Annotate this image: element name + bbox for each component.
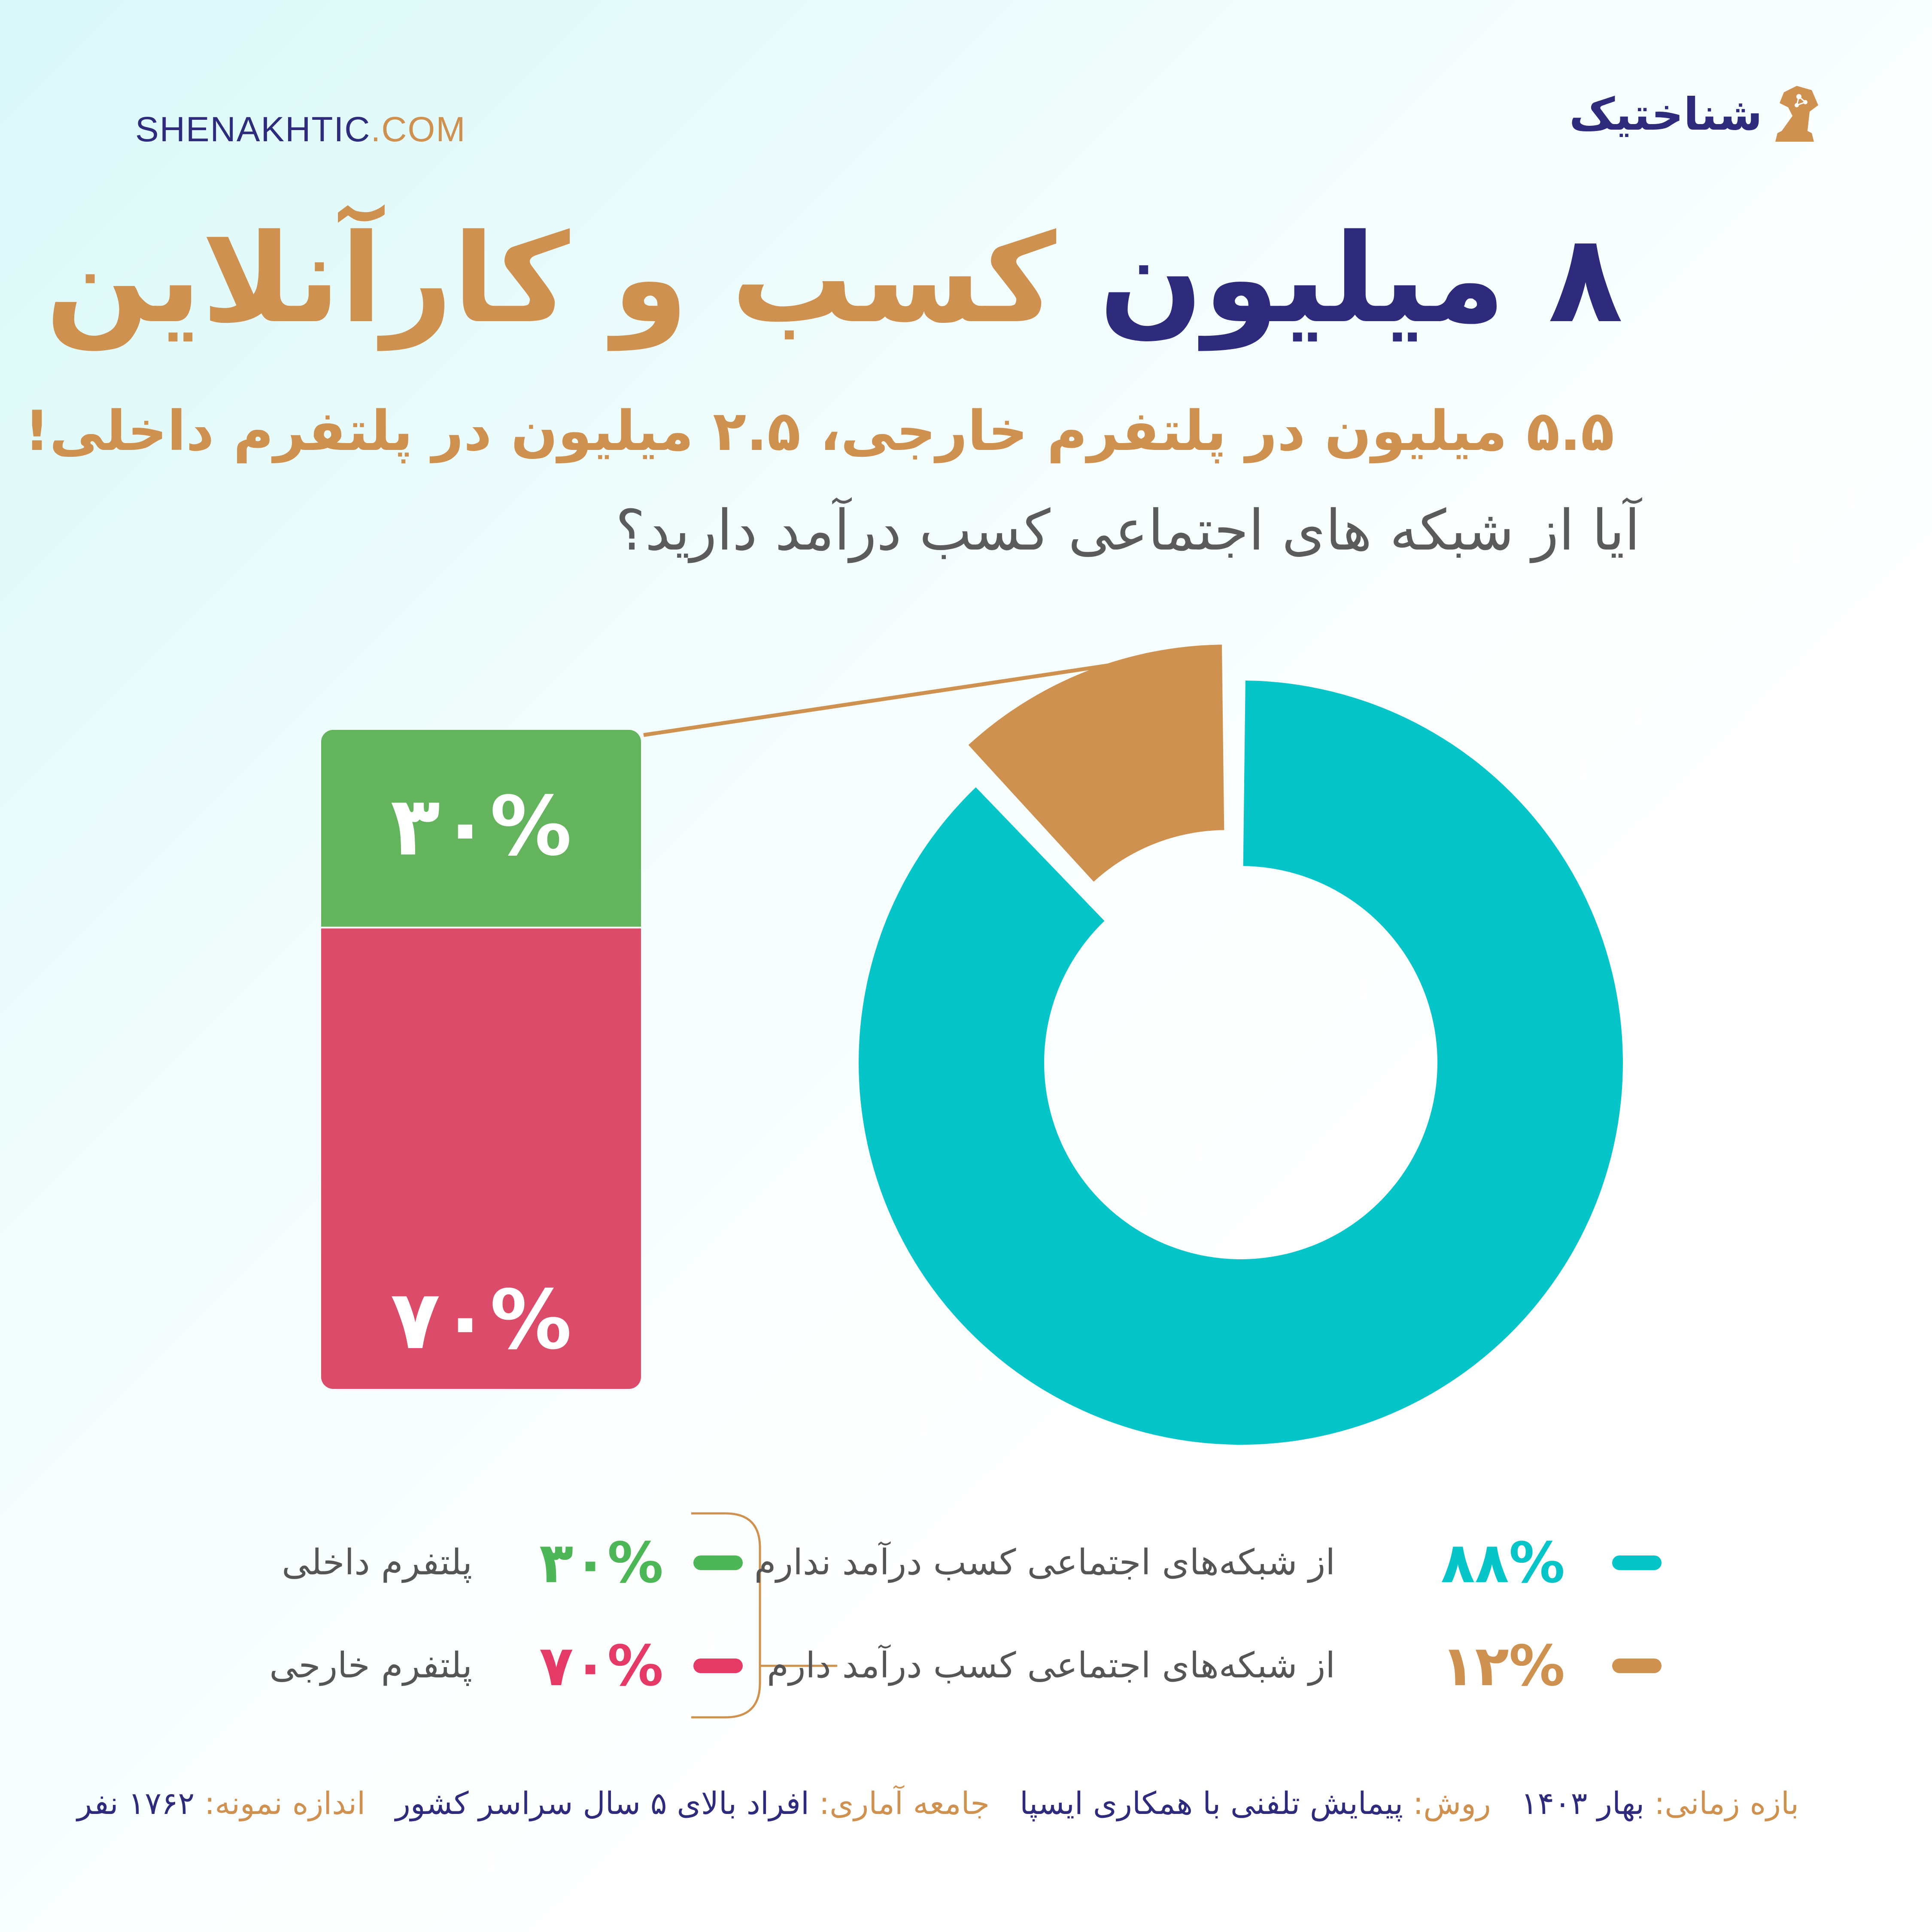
subtitle: ۵.۵ میلیون در پلتفرم خارجی، ۲.۵ میلیون د… xyxy=(24,399,1614,463)
donut-slice xyxy=(859,680,1623,1445)
legend-pct: ۸۸% xyxy=(1441,1530,1565,1595)
legend-bracket xyxy=(691,1512,761,1719)
footer-value: افراد بالای ۵ سال سراسر کشور xyxy=(395,1785,809,1821)
legend-pct: ۷۰% xyxy=(539,1633,663,1698)
footer-meta: بازه زمانی: بهار ۱۴۰۳ روش: پیمایش تلفنی ب… xyxy=(77,1777,1799,1829)
footer-value: پیمایش تلفنی با همکاری ایسپا xyxy=(1020,1785,1403,1821)
legend-pct: ۱۲% xyxy=(1441,1633,1565,1698)
bar-segment xyxy=(321,927,641,1389)
legend-item-has-income: ۱۲% از شبکه‌های اجتماعی کسب درآمد دارم xyxy=(767,1629,1662,1702)
site-url-main: SHENAKHTIC xyxy=(135,110,371,149)
red-dash-icon xyxy=(693,1659,743,1673)
legend-item-domestic: ۳۰% پلتفرم داخلی xyxy=(282,1526,743,1599)
title-rest: کسب و کارآنلاین xyxy=(45,208,1057,350)
donut-chart xyxy=(859,644,1623,1445)
bar-segment-label: ۳۰% xyxy=(390,779,571,874)
legend-label: از شبکه‌های اجتماعی کسب درآمد ندارم xyxy=(754,1542,1335,1583)
legend-label: پلتفرم داخلی xyxy=(282,1542,472,1583)
donut-slice xyxy=(968,644,1224,882)
bar-segment-label: ۷۰% xyxy=(390,1273,571,1367)
title-number: ۸ میلیون xyxy=(1099,208,1623,350)
bar-segment xyxy=(321,730,641,928)
footer-key: اندازه نمونه: xyxy=(204,1785,366,1821)
page-title: ۸ میلیون کسب و کارآنلاین xyxy=(46,202,1623,356)
footer-key: روش: xyxy=(1413,1785,1491,1821)
teal-dash-icon xyxy=(1612,1555,1662,1570)
legend-pct: ۳۰% xyxy=(539,1530,663,1595)
footer-value: ۱۷۶۲ نفر xyxy=(77,1785,195,1821)
legend-item-foreign: ۷۰% پلتفرم خارجی xyxy=(269,1629,743,1702)
brand-logo: شناختیک xyxy=(1569,79,1823,152)
stacked-bar-chart: ۳۰% ۷۰% xyxy=(321,730,641,1389)
footer-key: جامعه آماری: xyxy=(819,1785,990,1821)
legend-label: از شبکه‌های اجتماعی کسب درآمد دارم xyxy=(767,1645,1335,1686)
connectors xyxy=(643,663,1108,1719)
legend-item-no-income: ۸۸% از شبکه‌های اجتماعی کسب درآمد ندارم xyxy=(754,1526,1662,1599)
knight-logo-icon xyxy=(1775,86,1818,142)
site-url[interactable]: SHENAKHTIC.COM xyxy=(135,109,466,150)
footer-value: بهار ۱۴۰۳ xyxy=(1521,1785,1645,1821)
gold-dash-icon xyxy=(1612,1659,1662,1673)
brand-name: شناختیک xyxy=(1569,88,1762,140)
green-dash-icon xyxy=(693,1555,743,1570)
site-url-tld: .COM xyxy=(371,110,466,149)
explode-connector xyxy=(643,663,1108,737)
footer-key: بازه زمانی: xyxy=(1654,1785,1799,1821)
legend-label: پلتفرم خارجی xyxy=(269,1645,472,1686)
question-text: آیا از شبکه های اجتماعی کسب درآمد دارید؟ xyxy=(615,498,1640,563)
